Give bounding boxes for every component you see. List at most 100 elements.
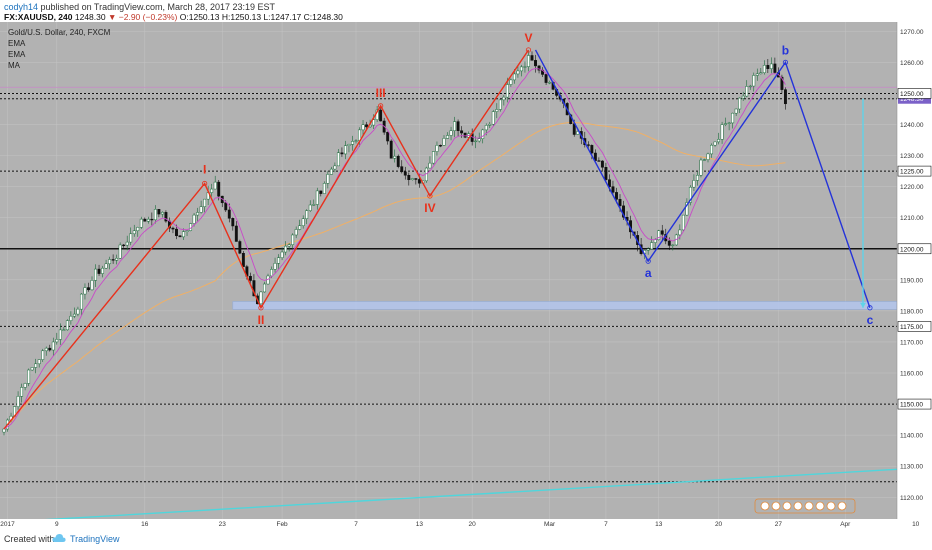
candle-body bbox=[305, 210, 309, 220]
down-arrow-icon: ▼ bbox=[107, 12, 117, 22]
candle-body bbox=[671, 244, 675, 247]
candle-body bbox=[713, 141, 717, 146]
candle-body bbox=[435, 145, 439, 152]
candle-body bbox=[270, 269, 273, 277]
tradingview-cloud-icon[interactable] bbox=[52, 532, 66, 544]
candle-body bbox=[431, 151, 435, 164]
candle-body bbox=[333, 165, 337, 170]
candle-body bbox=[400, 166, 404, 173]
time-axis[interactable] bbox=[0, 519, 897, 529]
candle-body bbox=[224, 202, 228, 211]
candle-body bbox=[755, 73, 759, 76]
impulse-wave-pivot bbox=[525, 47, 532, 53]
candle-body bbox=[646, 248, 650, 251]
candle-body bbox=[178, 235, 182, 238]
candle-body bbox=[446, 135, 449, 139]
footer: Created with TradingView bbox=[0, 529, 932, 550]
time-tick-label: 13 bbox=[416, 521, 424, 528]
candle-body bbox=[308, 204, 312, 211]
candle-body bbox=[745, 86, 749, 97]
candle-body bbox=[484, 125, 488, 131]
candle-body bbox=[731, 112, 735, 124]
support-zone bbox=[232, 301, 898, 310]
time-tick-label: 7 bbox=[354, 521, 358, 528]
candle-body bbox=[653, 239, 657, 243]
time-tick-label: 27 bbox=[775, 521, 783, 528]
time-tick-label: 2017 bbox=[0, 521, 15, 528]
levels-layer bbox=[0, 86, 898, 483]
toolbar-icons[interactable] bbox=[754, 498, 856, 514]
corrective-wave-path bbox=[534, 49, 871, 309]
candle-body bbox=[319, 190, 323, 194]
candle-body bbox=[30, 367, 34, 371]
time-tick-label: 13 bbox=[655, 521, 663, 528]
time-tick-label: Feb bbox=[276, 521, 288, 528]
price-tick-label: 1170.00 bbox=[900, 339, 923, 346]
price-axis[interactable] bbox=[897, 22, 932, 529]
candle-body bbox=[734, 108, 738, 114]
toolbar-icon-1[interactable] bbox=[760, 501, 770, 511]
author-link[interactable]: codyh14 bbox=[4, 2, 39, 12]
candle-body bbox=[544, 74, 548, 83]
toolbar-icon-8[interactable] bbox=[837, 501, 847, 511]
toolbar-icon-5[interactable] bbox=[804, 501, 814, 511]
candle-body bbox=[213, 181, 217, 190]
candle-body bbox=[322, 183, 326, 194]
candle-body bbox=[773, 63, 777, 73]
candle-body bbox=[58, 329, 62, 340]
candle-body bbox=[83, 287, 87, 295]
toolbar-icon-2[interactable] bbox=[771, 501, 781, 511]
chart-header: codyh14 published on TradingView.com, Ma… bbox=[0, 0, 932, 22]
toolbar-icon-7[interactable] bbox=[826, 501, 836, 511]
price-tick-label: 1160.00 bbox=[900, 371, 923, 378]
candle-body bbox=[695, 175, 699, 181]
candle-body bbox=[597, 160, 601, 162]
candle-body bbox=[97, 268, 101, 274]
candle-body bbox=[217, 181, 221, 197]
impulse-wave-label: II bbox=[258, 313, 265, 327]
candle-body bbox=[410, 178, 414, 180]
long-trendline bbox=[3, 468, 898, 523]
impulse-wave-pivot bbox=[202, 180, 208, 187]
level-price-label: 1175.00 bbox=[900, 324, 923, 331]
toolbar-icon-6[interactable] bbox=[815, 501, 825, 511]
close-value: C:1248.30 bbox=[303, 12, 343, 22]
publish-text: published on TradingView.com, March 28, … bbox=[40, 2, 276, 12]
price-tick-label: 1210.00 bbox=[900, 215, 924, 222]
candle-body bbox=[34, 363, 38, 368]
candle-body bbox=[439, 145, 442, 147]
candle-body bbox=[783, 89, 787, 105]
toolbar-icon-3[interactable] bbox=[782, 501, 792, 511]
candle-body bbox=[23, 383, 27, 388]
toolbar-frame bbox=[754, 498, 856, 514]
candle-body bbox=[298, 225, 302, 230]
candle-body bbox=[365, 124, 369, 128]
candle-body bbox=[477, 138, 481, 142]
candle-body bbox=[16, 396, 20, 407]
candle-body bbox=[615, 192, 618, 200]
candle-body bbox=[139, 218, 143, 228]
candle-body bbox=[182, 231, 185, 238]
candle-body bbox=[407, 175, 411, 180]
candle-body bbox=[20, 387, 24, 397]
candle-body bbox=[241, 252, 245, 267]
candle-body bbox=[273, 263, 277, 270]
time-tick-label: Mar bbox=[544, 521, 556, 528]
level-price-badge bbox=[897, 243, 932, 255]
toolbar-icon-4[interactable] bbox=[793, 501, 803, 511]
candle-body bbox=[403, 171, 407, 176]
corrective-wave-label: a bbox=[645, 266, 652, 280]
legend-ema-2: EMA bbox=[8, 50, 26, 59]
candle-body bbox=[312, 204, 316, 206]
candle-body bbox=[287, 244, 291, 247]
tradingview-brand[interactable]: TradingView bbox=[70, 534, 120, 544]
candle-body bbox=[315, 190, 319, 205]
candle-body bbox=[199, 206, 203, 213]
ohlc-info: FX:XAUUSD, 240 1248.30 ▼ −2.90 (−0.23%) … bbox=[4, 12, 343, 22]
last-price: 1248.30 bbox=[74, 12, 106, 22]
candle-body bbox=[55, 339, 59, 343]
candle-body bbox=[685, 202, 689, 216]
price-tick-label: 1180.00 bbox=[900, 308, 923, 315]
impulse-wave-label: V bbox=[524, 31, 532, 45]
